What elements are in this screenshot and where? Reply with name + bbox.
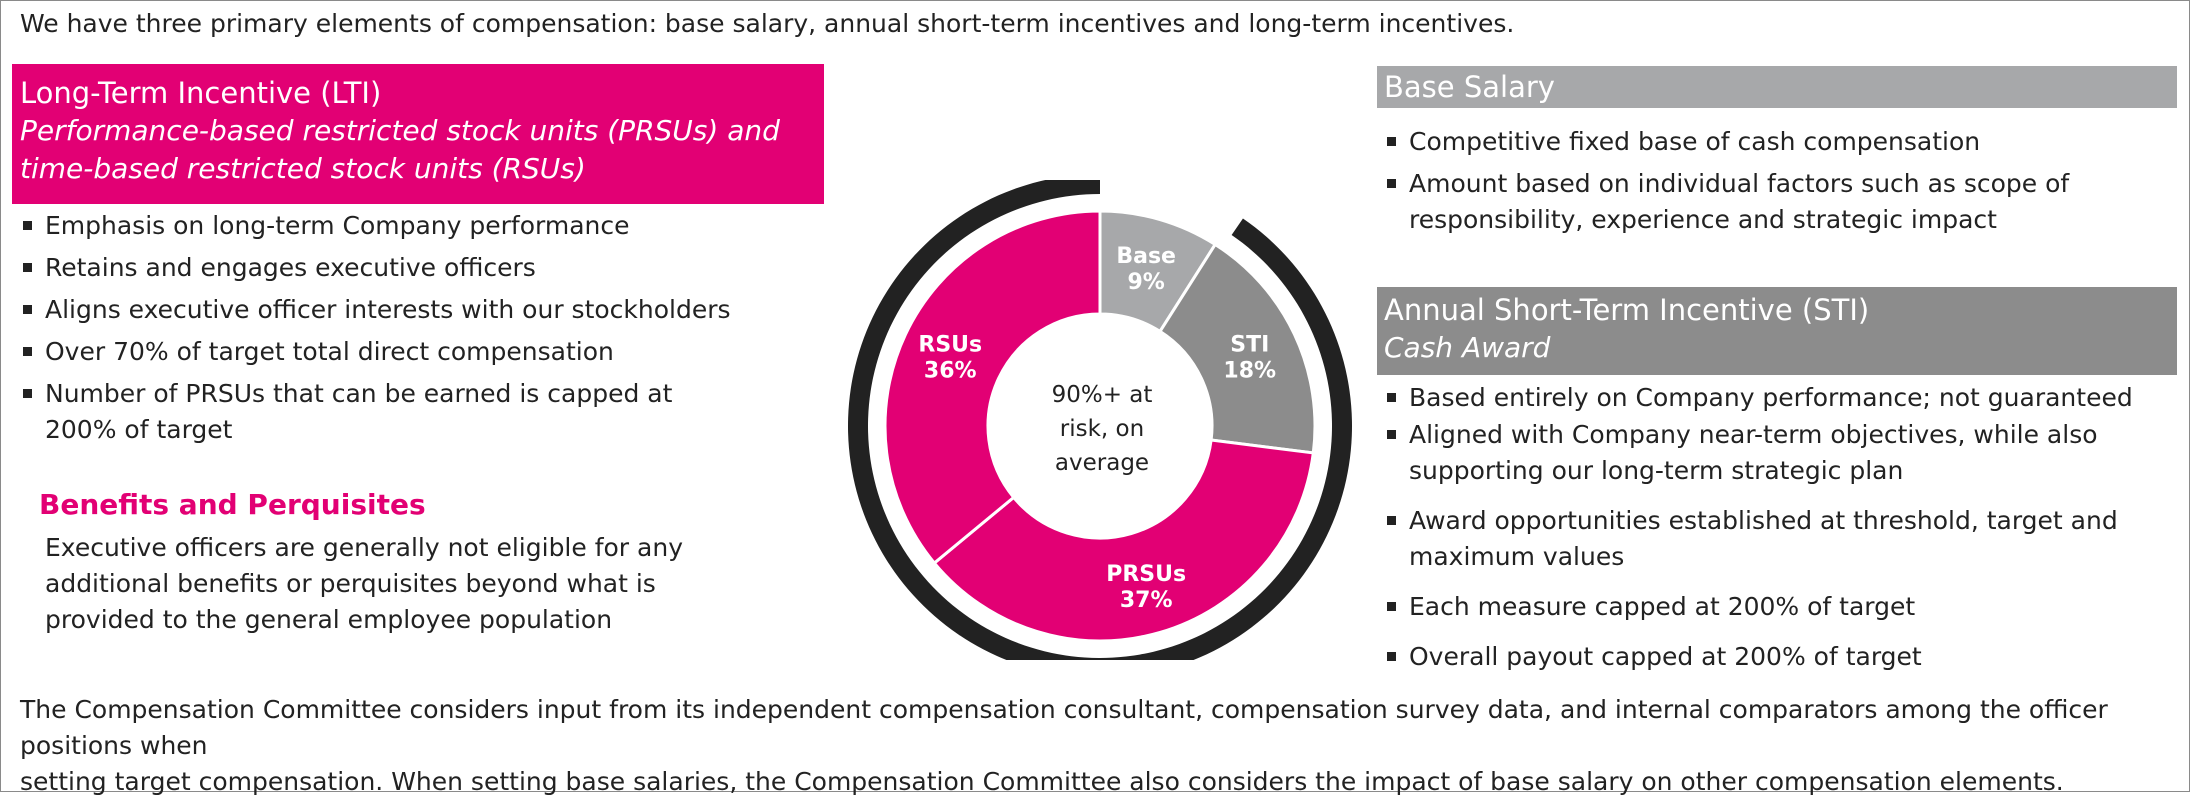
lti-bullet: Aligns executive officer interests with … [20,292,820,328]
base-salary-bullet: Amount based on individual factors such … [1384,166,2184,238]
sti-title: Annual Short-Term Incentive (STI) [1384,293,1870,327]
lti-bullet-line-1: Number of PRSUs that can be earned is ca… [45,379,673,408]
lti-bullet: Retains and engages executive officers [20,250,820,286]
lti-title: Long-Term Incentive (LTI) [20,76,382,110]
sti-bullet-line-1: Award opportunities established at thres… [1409,506,2118,535]
base-salary-bullet: Competitive fixed base of cash compensat… [1384,124,2184,160]
sti-bullet-line-2: supporting our long-term strategic plan [1409,456,1904,485]
lti-header: Long-Term Incentive (LTI) Performance-ba… [12,64,824,204]
sti-bullet: Each measure capped at 200% of target [1384,589,2184,625]
center-label-line: 90%+ at [1052,382,1153,408]
slice-label-base: Base [1116,244,1176,269]
lti-bullet-list: Emphasis on long-term Company performanc… [20,208,820,448]
base-salary-header: Base Salary [1377,66,2177,108]
slice-value-base: 9% [1127,270,1164,295]
slice-label-prsus: PRSUs [1106,562,1186,587]
benefits-line: provided to the general employee populat… [45,605,613,634]
base-salary-bullet-line-2: responsibility, experience and strategic… [1409,205,1997,234]
benefits-text: Executive officers are generally not eli… [45,530,685,638]
sti-bullet: Aligned with Company near-term objective… [1384,417,2184,489]
benefits-title: Benefits and Perquisites [39,488,426,521]
sti-bullet: Overall payout capped at 200% of target [1384,639,2184,675]
intro-text: We have three primary elements of compen… [20,9,1515,38]
base-salary-bullet-line-1: Amount based on individual factors such … [1409,169,2070,198]
lti-bullet: Emphasis on long-term Company performanc… [20,208,820,244]
center-label-line: risk, on [1060,416,1144,442]
sti-bullet: Based entirely on Company performance; n… [1384,380,2184,416]
center-label-line: average [1055,450,1149,476]
lti-bullet: Over 70% of target total direct compensa… [20,334,820,370]
sti-bullet-line-1: Aligned with Company near-term objective… [1409,420,2098,449]
base-salary-bullet-list: Competitive fixed base of cash compensat… [1384,124,2184,244]
closing-line-1: The Compensation Committee considers inp… [20,695,2108,760]
slice-label-sti: STI [1230,333,1269,358]
sti-subtitle: Cash Award [1384,331,1551,364]
lti-bullet-line-2: 200% of target [45,415,233,444]
lti-subtitle-line-2: time-based restricted stock units (RSUs) [20,152,586,185]
sti-bullet-line-2: maximum values [1409,542,1625,571]
slice-value-rsus: 36% [924,359,977,384]
slice-value-prsus: 37% [1120,588,1173,613]
slice-label-rsus: RSUs [918,333,982,358]
closing-line-2: setting target compensation. When settin… [20,767,2064,796]
slice-sti [1157,242,1317,455]
lti-bullet: Number of PRSUs that can be earned is ca… [20,376,820,448]
benefits-line: additional benefits or perquisites beyon… [45,569,656,598]
lti-subtitle-line-1: Performance-based restricted stock units… [20,114,780,147]
slice-value-sti: 18% [1223,359,1276,384]
benefits-line: Executive officers are generally not eli… [45,533,683,562]
sti-bullet: Award opportunities established at thres… [1384,503,2184,575]
sti-bullet-list: Based entirely on Company performance; n… [1384,380,2184,676]
slice-rsus [883,209,1102,566]
closing-text: The Compensation Committee considers inp… [20,692,2170,800]
slice-prsus [932,438,1315,643]
sti-header: Annual Short-Term Incentive (STI) Cash A… [1377,287,2177,375]
